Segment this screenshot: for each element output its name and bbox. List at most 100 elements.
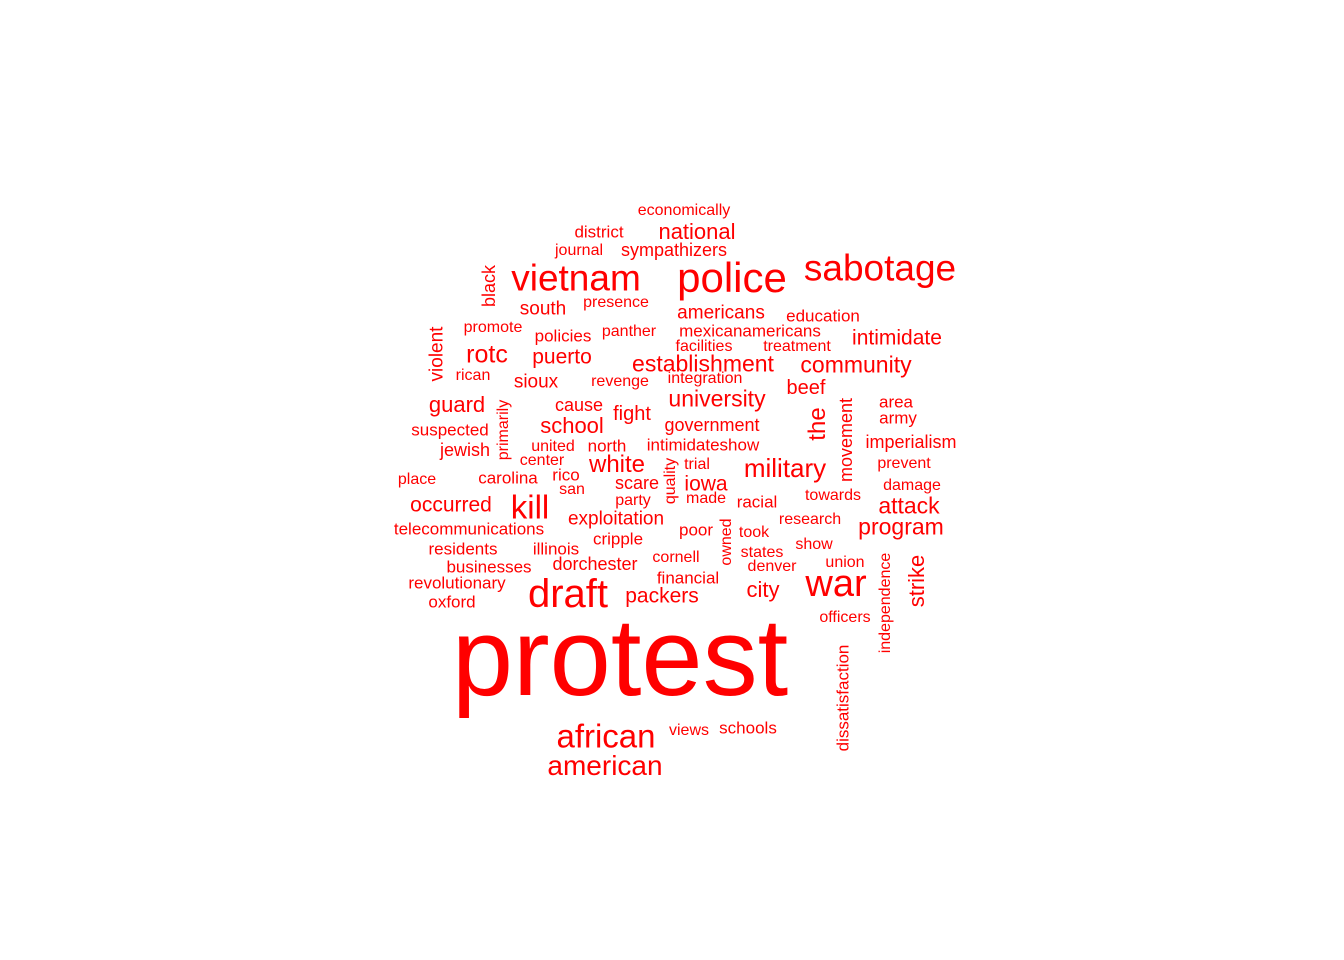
cloud-word-trial: trial [684,456,710,473]
cloud-word-national: national [658,219,736,244]
cloud-word-americans: americans [677,302,765,324]
cloud-word-african: african [556,717,656,755]
cloud-word-made: made [685,490,727,507]
cloud-word-scare: scare [614,473,660,493]
cloud-word-oxford: oxford [428,592,476,612]
cloud-word-city: city [746,577,780,602]
cloud-word-journal: journal [554,242,604,259]
cloud-word-damage: damage [883,477,941,494]
cloud-word-fight: fight [613,403,651,425]
cloud-word-prevent: prevent [877,455,931,472]
cloud-word-show: show [795,536,833,553]
cloud-word-violent: violent [426,326,448,382]
cloud-word-imperialism: imperialism [865,432,957,452]
cloud-word-american: american [547,750,663,781]
cloud-word-schools: schools [719,718,777,738]
cloud-word-intimidate: intimidate [852,326,942,350]
cloud-word-policies: policies [534,326,592,346]
cloud-word-rotc: rotc [466,340,508,369]
cloud-word-officers: officers [819,609,871,626]
cloud-word-residents: residents [428,539,498,559]
cloud-word-panther: panther [601,323,657,340]
cloud-word-denver: denver [747,558,797,575]
cloud-word-place: place [397,471,437,488]
cloud-word-revenge: revenge [591,373,649,390]
cloud-word-draft: draft [527,572,609,616]
cloud-word-school: school [540,413,604,438]
cloud-word-telecommunications: telecommunications [393,519,545,539]
cloud-word-education: education [786,306,860,326]
cloud-word-rican: rican [455,367,491,384]
cloud-word-cripple: cripple [592,529,644,549]
cloud-word-intimidateshow: intimidateshow [646,435,760,455]
cloud-word-businesses: businesses [446,557,532,577]
cloud-word-sympathizers: sympathizers [620,240,728,260]
cloud-word-rico: rico [552,465,580,485]
cloud-word-poor: poor [678,520,714,540]
cloud-word-states: states [740,544,784,561]
cloud-word-war: war [805,563,867,605]
cloud-word-jewish: jewish [439,440,491,460]
cloud-word-establishment: establishment [632,350,774,377]
cloud-word-united: united [531,438,575,455]
cloud-word-treatment: treatment [763,338,831,355]
cloud-word-suspected: suspected [411,420,489,440]
cloud-word-army: army [879,408,917,428]
cloud-word-military: military [743,453,827,483]
cloud-word-economically: economically [637,202,731,219]
cloud-word-carolina: carolina [478,468,538,488]
cloud-word-quality: quality [662,457,679,505]
cloud-word-towards: towards [804,487,862,504]
cloud-word-promote: promote [463,319,523,336]
cloud-word-police: police [677,254,787,301]
cloud-word-research: research [778,511,842,528]
cloud-word-san: san [559,481,585,498]
cloud-word-south: south [519,298,567,320]
cloud-word-area: area [878,392,914,412]
cloud-word-cornell: cornell [652,549,700,566]
cloud-word-illinois: illinois [532,539,580,559]
cloud-word-party: party [615,492,651,509]
cloud-word-white: white [588,451,646,478]
cloud-word-took: took [738,524,770,541]
cloud-word-puerto: puerto [532,345,592,369]
cloud-word-program: program [858,513,944,540]
cloud-word-views: views [668,722,710,739]
cloud-word-district: district [574,222,624,242]
cloud-word-independence: independence [877,552,894,654]
cloud-word-packers: packers [625,584,699,608]
cloud-word-government: government [664,415,760,435]
cloud-word-facilities: facilities [675,338,733,355]
cloud-word-union: union [825,554,865,571]
cloud-word-cause: cause [554,395,604,415]
cloud-word-presence: presence [583,294,649,311]
cloud-word-north: north [587,436,627,456]
cloud-word-strike: strike [904,554,929,608]
cloud-word-exploitation: exploitation [567,508,665,530]
cloud-word-guard: guard [428,392,486,417]
cloud-word-revolutionary: revolutionary [408,573,506,593]
cloud-word-center: center [519,452,565,469]
cloud-word-the: the [804,407,831,441]
cloud-word-movement: movement [836,397,856,483]
cloud-word-sioux: sioux [513,371,559,393]
cloud-word-mexicanamericans: mexicanamericans [679,321,821,341]
cloud-word-community: community [800,351,912,378]
cloud-word-dorchester: dorchester [552,554,638,574]
cloud-word-dissatisfaction: dissatisfaction [833,644,853,752]
cloud-word-beef: beef [786,377,826,399]
cloud-word-iowa: iowa [684,472,728,496]
cloud-word-financial: financial [656,568,720,588]
cloud-word-black: black [479,264,499,308]
cloud-word-owned: owned [718,518,735,566]
cloud-word-kill: kill [510,488,550,526]
cloud-word-primarily: primarily [495,399,512,461]
cloud-word-vietnam: vietnam [511,257,641,299]
cloud-word-racial: racial [736,492,778,512]
cloud-word-attack: attack [878,492,940,519]
cloud-word-occurred: occurred [410,493,492,517]
cloud-word-university: university [668,385,766,412]
cloud-word-integration: integration [667,370,743,387]
cloud-word-protest: protest [451,596,789,719]
